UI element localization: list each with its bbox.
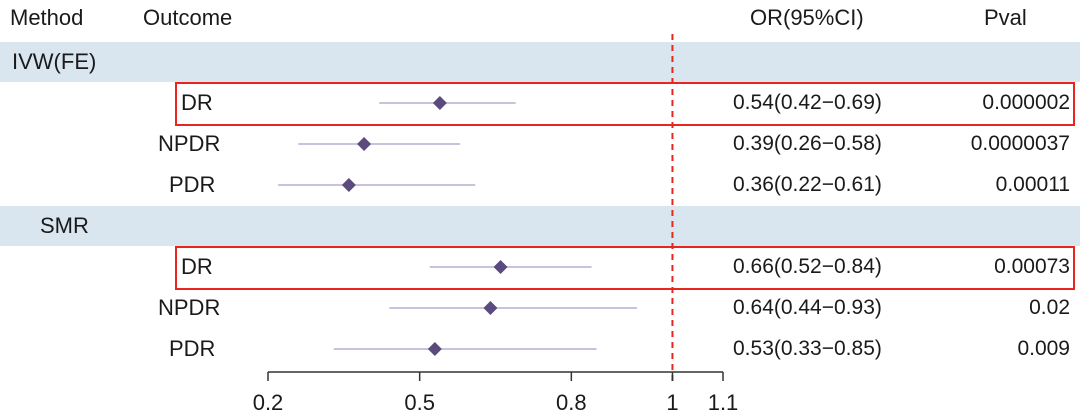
outcome-label: NPDR: [158, 131, 221, 156]
or-ci-text: 0.54(0.42−0.69): [733, 91, 882, 114]
header-or: OR(95%CI): [750, 5, 864, 30]
x-tick-label: 1.1: [708, 390, 739, 415]
pval-text: 0.0000037: [970, 132, 1070, 155]
outcome-label: PDR: [169, 336, 216, 361]
or-ci-text: 0.66(0.52−0.84): [733, 255, 882, 278]
pval-text: 0.02: [1029, 296, 1070, 319]
outcome-label: DR: [181, 254, 213, 279]
point-marker: [341, 178, 356, 192]
point-marker: [483, 301, 498, 315]
header-method: Method: [10, 5, 84, 30]
group-band-ivw: IVW(FE): [0, 42, 1080, 82]
pval-text: 0.000002: [982, 91, 1070, 114]
highlight-box-smr-dr: [175, 246, 1075, 290]
group-label-ivw: IVW(FE): [12, 49, 97, 74]
x-tick-label: 0.8: [556, 390, 587, 415]
outcome-label: PDR: [169, 172, 216, 197]
or-ci-text: 0.53(0.33−0.85): [733, 337, 882, 360]
pval-text: 0.00073: [994, 255, 1070, 278]
group-label-smr: SMR: [40, 213, 89, 238]
point-marker: [357, 137, 372, 151]
group-band-smr: SMR: [0, 206, 1080, 246]
highlight-box-ivw-dr: [175, 82, 1075, 126]
or-ci-text: 0.36(0.22−0.61): [733, 173, 882, 196]
header-outcome: Outcome: [143, 5, 233, 30]
x-tick-label: 0.5: [404, 390, 435, 415]
point-marker: [493, 260, 508, 274]
x-tick-label: 0.2: [253, 390, 284, 415]
or-ci-text: 0.64(0.44−0.93): [733, 296, 882, 319]
point-marker: [427, 342, 442, 356]
point-marker: [432, 96, 447, 110]
pval-text: 0.00011: [995, 173, 1070, 196]
outcome-label: NPDR: [158, 295, 221, 320]
x-tick-label: 1: [666, 390, 678, 415]
or-ci-text: 0.39(0.26−0.58): [733, 132, 882, 155]
pval-text: 0.009: [1017, 337, 1070, 360]
outcome-label: DR: [181, 90, 213, 115]
header-pval: Pval: [984, 5, 1027, 30]
